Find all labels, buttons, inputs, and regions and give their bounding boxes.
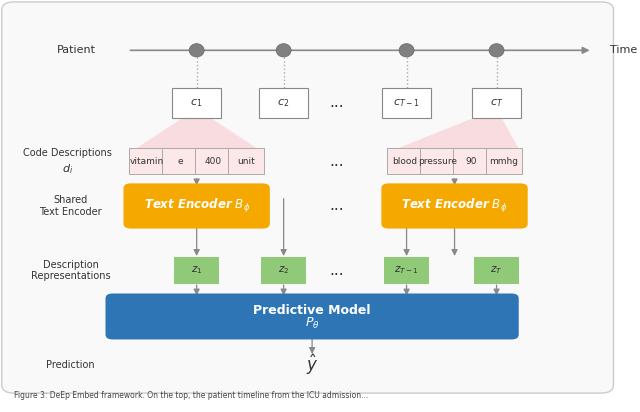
Text: Time: Time xyxy=(611,45,637,55)
Text: Text Encoder $B_\phi$: Text Encoder $B_\phi$ xyxy=(143,197,250,215)
Text: ...: ... xyxy=(329,263,344,278)
Text: $\hat{y}$: $\hat{y}$ xyxy=(306,353,318,377)
FancyBboxPatch shape xyxy=(261,257,306,284)
Text: $c_1$: $c_1$ xyxy=(191,97,203,109)
FancyBboxPatch shape xyxy=(124,183,270,229)
Text: mmhg: mmhg xyxy=(490,157,518,166)
Text: ...: ... xyxy=(329,154,344,169)
Text: Patient: Patient xyxy=(57,45,96,55)
Text: vitamin: vitamin xyxy=(130,157,164,166)
Text: $z_{T-1}$: $z_{T-1}$ xyxy=(394,265,419,276)
Text: $P_\theta$: $P_\theta$ xyxy=(305,316,319,331)
Text: pressure: pressure xyxy=(419,157,458,166)
Text: Shared
Text Encoder: Shared Text Encoder xyxy=(40,195,102,217)
Text: Predictive Model: Predictive Model xyxy=(253,304,371,316)
Ellipse shape xyxy=(489,44,504,57)
FancyBboxPatch shape xyxy=(384,257,429,284)
Text: $z_1$: $z_1$ xyxy=(191,265,202,276)
Polygon shape xyxy=(131,109,262,152)
Text: Code Descriptions: Code Descriptions xyxy=(23,148,112,158)
FancyBboxPatch shape xyxy=(174,257,219,284)
FancyBboxPatch shape xyxy=(259,88,308,118)
Text: $d_i$: $d_i$ xyxy=(62,162,74,176)
Text: 90: 90 xyxy=(465,157,477,166)
FancyBboxPatch shape xyxy=(172,88,221,118)
Text: $z_T$: $z_T$ xyxy=(490,265,503,276)
Text: $z_2$: $z_2$ xyxy=(278,265,289,276)
Text: Text Encoder $B_\phi$: Text Encoder $B_\phi$ xyxy=(401,197,508,215)
Text: 400: 400 xyxy=(205,157,221,166)
Text: unit: unit xyxy=(237,157,255,166)
Ellipse shape xyxy=(189,44,204,57)
FancyBboxPatch shape xyxy=(2,2,614,393)
Ellipse shape xyxy=(399,44,414,57)
Text: Figure 3: DeEp Embed framework. On the top, the patient timeline from the ICU ad: Figure 3: DeEp Embed framework. On the t… xyxy=(13,391,368,400)
FancyBboxPatch shape xyxy=(472,88,521,118)
FancyBboxPatch shape xyxy=(381,183,528,229)
Text: ...: ... xyxy=(329,199,344,213)
FancyBboxPatch shape xyxy=(106,293,519,339)
Text: Prediction: Prediction xyxy=(46,360,95,370)
FancyBboxPatch shape xyxy=(486,148,522,174)
Text: $c_T$: $c_T$ xyxy=(490,97,503,109)
FancyBboxPatch shape xyxy=(228,148,264,174)
Polygon shape xyxy=(388,109,520,152)
FancyBboxPatch shape xyxy=(452,148,490,174)
Text: $c_{T-1}$: $c_{T-1}$ xyxy=(393,97,420,109)
Text: $c_2$: $c_2$ xyxy=(278,97,290,109)
Text: e: e xyxy=(177,157,183,166)
FancyBboxPatch shape xyxy=(195,148,232,174)
Text: blood: blood xyxy=(392,157,418,166)
Ellipse shape xyxy=(276,44,291,57)
Text: Description
Representations: Description Representations xyxy=(31,260,111,281)
FancyBboxPatch shape xyxy=(387,148,424,174)
FancyBboxPatch shape xyxy=(420,148,456,174)
FancyBboxPatch shape xyxy=(382,88,431,118)
FancyBboxPatch shape xyxy=(162,148,198,174)
FancyBboxPatch shape xyxy=(474,257,519,284)
FancyBboxPatch shape xyxy=(129,148,166,174)
Text: ...: ... xyxy=(329,95,344,110)
